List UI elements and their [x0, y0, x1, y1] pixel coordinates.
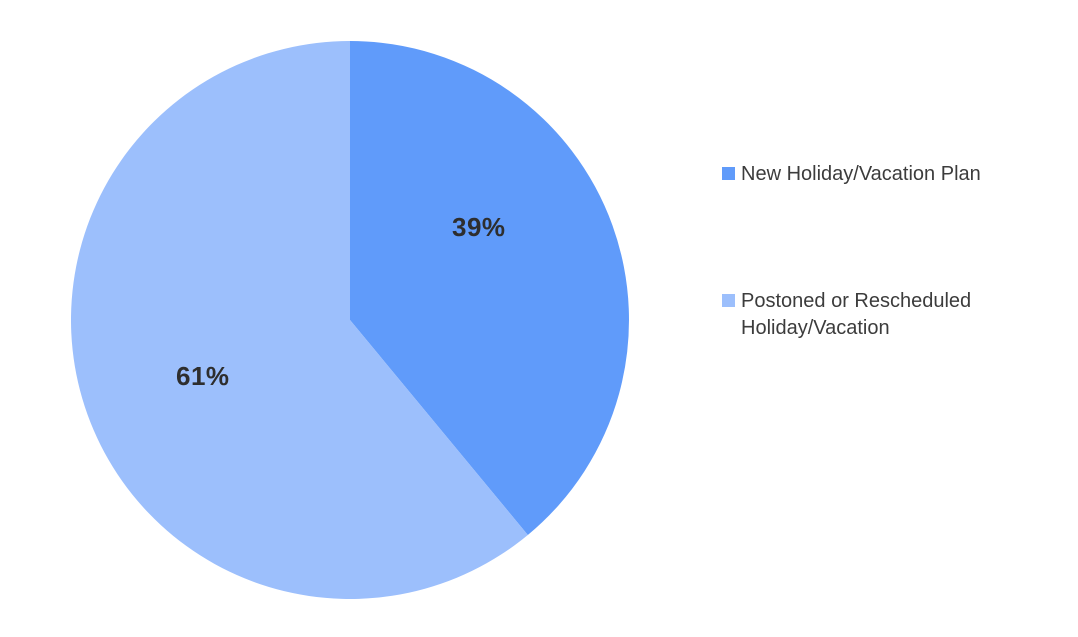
- legend-item-postponed: Postoned or Rescheduled Holiday/Vacation: [722, 288, 1033, 342]
- legend-swatch-icon: [722, 294, 735, 307]
- pie-chart: [71, 41, 629, 599]
- slice-value-label-new-plan: 39%: [452, 212, 506, 242]
- legend-label: Postoned or Rescheduled Holiday/Vacation: [741, 290, 972, 339]
- legend-swatch-icon: [722, 167, 735, 180]
- legend-label: New Holiday/Vacation Plan: [741, 163, 981, 185]
- pie-slice-1: [71, 41, 528, 599]
- legend-item-new-plan: New Holiday/Vacation Plan: [722, 161, 981, 188]
- slice-value-label-postponed: 61%: [176, 361, 230, 391]
- pie-slice-0: [350, 41, 629, 535]
